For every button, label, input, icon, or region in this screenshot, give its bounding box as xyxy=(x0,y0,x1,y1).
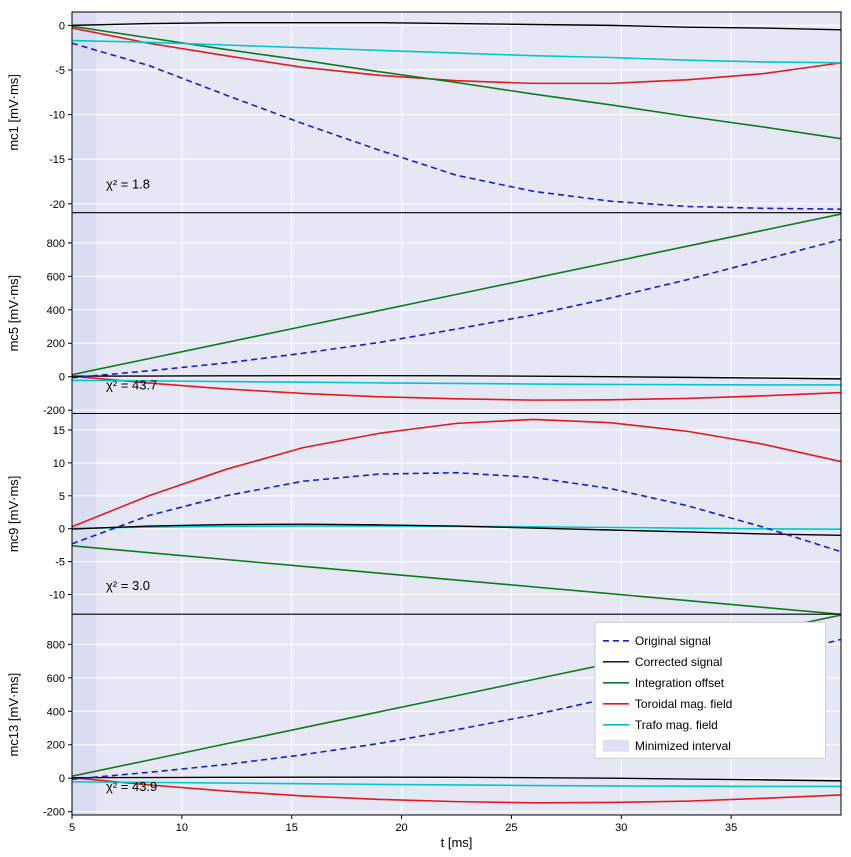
y-tick-label: 0 xyxy=(59,524,65,536)
y-tick-label: -10 xyxy=(49,110,65,122)
y-tick-label: 200 xyxy=(47,740,65,752)
y-tick-label: 400 xyxy=(47,706,65,718)
y-tick-label: 0 xyxy=(59,372,65,384)
x-axis-label: t [ms] xyxy=(441,835,473,850)
x-tick-label: 30 xyxy=(615,822,627,834)
y-tick-label: -15 xyxy=(49,154,65,166)
y-tick-label: -20 xyxy=(49,199,65,211)
y-tick-label: -200 xyxy=(43,405,65,417)
legend-label: Corrected signal xyxy=(635,655,722,669)
x-tick-label: 10 xyxy=(176,822,188,834)
legend-label: Integration offset xyxy=(635,676,725,690)
legend-swatch xyxy=(603,740,629,752)
panel-2: -10 -5 0 5 10 15 mc9 [mV·ms] χ² = 3.0 xyxy=(6,414,841,615)
y-tick-label: -200 xyxy=(43,807,65,819)
y-tick-label: -5 xyxy=(55,65,65,77)
legend-label: Trafo mag. field xyxy=(635,718,718,732)
x-tick-label: 25 xyxy=(505,822,517,834)
x-tick-label: 15 xyxy=(286,822,298,834)
minimized-interval-band xyxy=(72,414,96,615)
y-tick-label: 800 xyxy=(47,238,65,250)
panel-3: -200 0 200 400 600 800 mc13 [mV·ms] χ² = 43.9 Or… xyxy=(6,614,841,818)
legend-label: Minimized interval xyxy=(635,739,731,753)
chi2-annotation: χ² = 43.9 xyxy=(106,779,157,794)
x-tick-label: 35 xyxy=(725,822,737,834)
y-tick-label: 0 xyxy=(59,20,65,32)
plot-background xyxy=(72,414,841,615)
panel-1: -200 0 200 400 600 800 mc5 [mV·ms] χ² = 43.7 xyxy=(6,213,841,417)
y-tick-label: 600 xyxy=(47,673,65,685)
y-tick-label: 600 xyxy=(47,271,65,283)
y-tick-label: 800 xyxy=(47,639,65,651)
y-tick-label: 0 xyxy=(59,773,65,785)
y-tick-label: 15 xyxy=(53,425,65,437)
y-axis-label: mc5 [mV·ms] xyxy=(6,275,21,352)
y-axis-label: mc13 [mV·ms] xyxy=(6,673,21,757)
y-tick-label: 5 xyxy=(59,491,65,503)
panel-0: -20 -15 -10 -5 0 mc1 [mV·ms] χ² = 1.8 xyxy=(6,12,841,213)
figure-svg: -20-15-10-50mc1 [mV·ms]χ² = 1.8-20002004… xyxy=(0,0,851,857)
legend: Original signal Corrected signal Integrati… xyxy=(595,622,826,758)
legend-label: Original signal xyxy=(635,634,711,648)
x-tick-label: 20 xyxy=(395,822,407,834)
y-tick-label: 10 xyxy=(53,458,65,470)
y-tick-label: -10 xyxy=(49,590,65,602)
plot-background xyxy=(72,12,841,213)
chi2-annotation: χ² = 43.7 xyxy=(106,377,157,392)
y-tick-label: 400 xyxy=(47,305,65,317)
x-tick-label: 5 xyxy=(69,822,75,834)
y-axis-label: mc9 [mV·ms] xyxy=(6,476,21,553)
legend-label: Toroidal mag. field xyxy=(635,697,732,711)
chi2-annotation: χ² = 1.8 xyxy=(106,177,150,192)
y-tick-label: 200 xyxy=(47,338,65,350)
y-tick-label: -5 xyxy=(55,557,65,569)
y-axis-label: mc1 [mV·ms] xyxy=(6,74,21,151)
chi2-annotation: χ² = 3.0 xyxy=(106,578,150,593)
minimized-interval-band xyxy=(72,12,96,213)
